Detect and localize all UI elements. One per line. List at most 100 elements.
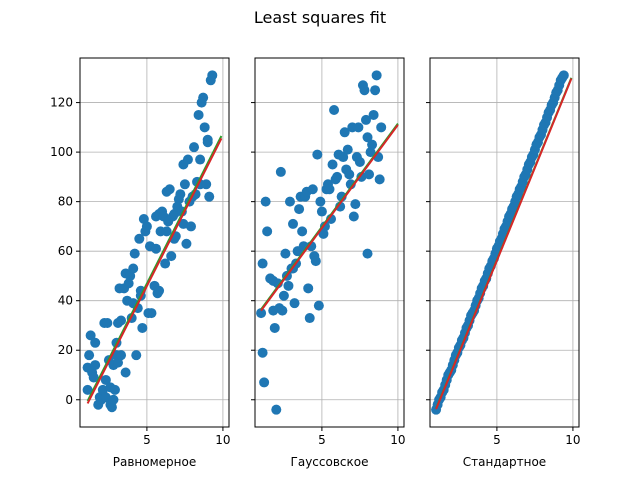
data-point	[316, 206, 327, 217]
data-point	[207, 70, 218, 81]
data-point	[360, 114, 371, 125]
data-point	[204, 191, 215, 202]
y-tick-label: 100	[50, 145, 73, 159]
data-point	[116, 315, 127, 326]
axes-frame	[429, 57, 580, 428]
data-point	[313, 300, 324, 311]
fit-line-red	[86, 138, 223, 404]
axes-frame	[254, 57, 405, 428]
axes-frame	[79, 57, 230, 428]
x-axis-label: Равномерное	[113, 455, 196, 469]
data-point	[327, 159, 338, 170]
data-point	[137, 322, 148, 333]
subplot-2: 5 10 Гауссовское	[251, 57, 406, 469]
data-point	[108, 394, 119, 405]
data-point	[182, 154, 193, 165]
data-point	[175, 189, 186, 200]
data-point	[338, 152, 349, 163]
data-point	[123, 278, 134, 289]
data-point	[181, 238, 192, 249]
data-point	[359, 85, 370, 96]
data-point	[202, 134, 213, 145]
data-point	[280, 248, 291, 259]
fit-line-green	[86, 135, 223, 402]
data-point	[329, 105, 340, 116]
data-point	[371, 70, 382, 81]
y-tick-label: 80	[58, 195, 73, 209]
data-point	[368, 109, 379, 120]
data-point	[88, 372, 99, 383]
data-point	[189, 142, 200, 153]
data-point	[374, 174, 385, 185]
data-point	[161, 226, 172, 237]
data-point	[376, 122, 387, 133]
data-point	[289, 298, 300, 309]
y-tick-label: 40	[58, 294, 73, 308]
data-point	[315, 196, 326, 207]
data-point	[297, 226, 308, 237]
data-point	[90, 337, 101, 348]
data-point	[128, 263, 139, 274]
x-axis-label: Стандартное	[463, 455, 546, 469]
figure-title: Least squares fit	[253, 8, 387, 27]
x-tick-label: 10	[565, 433, 580, 447]
data-point	[275, 166, 286, 177]
data-point	[312, 149, 323, 160]
y-tick-label: 0	[65, 393, 73, 407]
data-point	[102, 317, 113, 328]
data-point	[201, 179, 212, 190]
data-point	[271, 404, 282, 415]
data-point	[193, 109, 204, 120]
data-point	[185, 221, 196, 232]
data-point	[310, 256, 321, 267]
data-point	[85, 330, 96, 341]
data-point	[141, 221, 152, 232]
fit-line-red	[435, 78, 573, 410]
y-tick-label: 120	[50, 96, 73, 110]
x-tick-label: 5	[493, 433, 501, 447]
data-point	[134, 233, 145, 244]
data-point	[259, 377, 270, 388]
x-tick-label: 5	[318, 433, 326, 447]
data-point	[109, 384, 120, 395]
data-point	[198, 92, 209, 103]
data-point	[262, 226, 273, 237]
data-point	[179, 179, 190, 190]
y-tick-label: 20	[58, 343, 73, 357]
data-point	[166, 251, 177, 262]
x-tick-label: 5	[143, 433, 151, 447]
data-point	[84, 350, 95, 361]
data-point	[90, 360, 101, 371]
data-point	[278, 290, 289, 301]
data-point	[370, 85, 381, 96]
data-point	[303, 283, 314, 294]
data-point	[164, 184, 175, 195]
y-tick-label: 60	[58, 244, 73, 258]
data-point	[318, 228, 329, 239]
data-point	[257, 258, 268, 269]
data-point	[288, 218, 299, 229]
data-point	[82, 384, 93, 395]
data-point	[100, 392, 111, 403]
data-point	[364, 169, 375, 180]
x-tick-label: 10	[390, 433, 405, 447]
data-point	[100, 374, 111, 385]
data-point	[131, 350, 142, 361]
data-point	[342, 144, 353, 155]
fit-line-red	[260, 124, 399, 312]
data-point	[304, 313, 315, 324]
subplot-3: 5 10 Стандартное	[426, 57, 581, 469]
data-point	[129, 248, 140, 259]
data-point	[256, 308, 267, 319]
data-point	[332, 171, 343, 182]
data-point	[283, 280, 294, 291]
data-point	[294, 204, 305, 215]
data-point	[350, 199, 361, 210]
data-point	[344, 169, 355, 180]
data-point	[269, 322, 280, 333]
data-point	[354, 157, 365, 168]
data-point	[120, 367, 131, 378]
data-point	[353, 122, 364, 133]
